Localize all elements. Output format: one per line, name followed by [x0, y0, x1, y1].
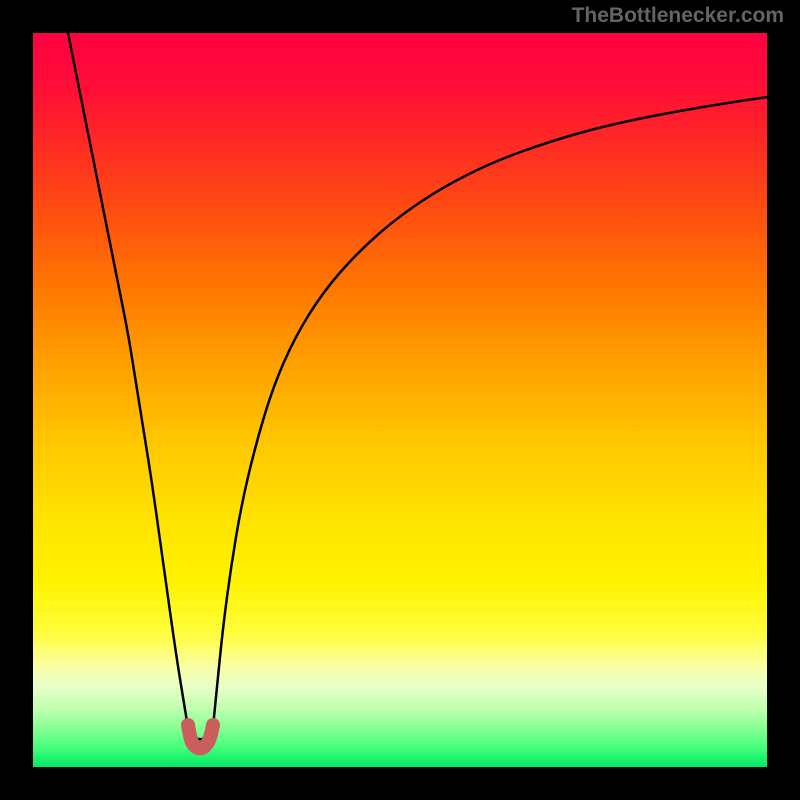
chart-svg	[33, 33, 767, 767]
chart-frame: TheBottlenecker.com	[0, 0, 800, 800]
gradient-background	[33, 33, 767, 767]
watermark-text: TheBottlenecker.com	[572, 4, 784, 28]
plot-area	[33, 33, 767, 767]
